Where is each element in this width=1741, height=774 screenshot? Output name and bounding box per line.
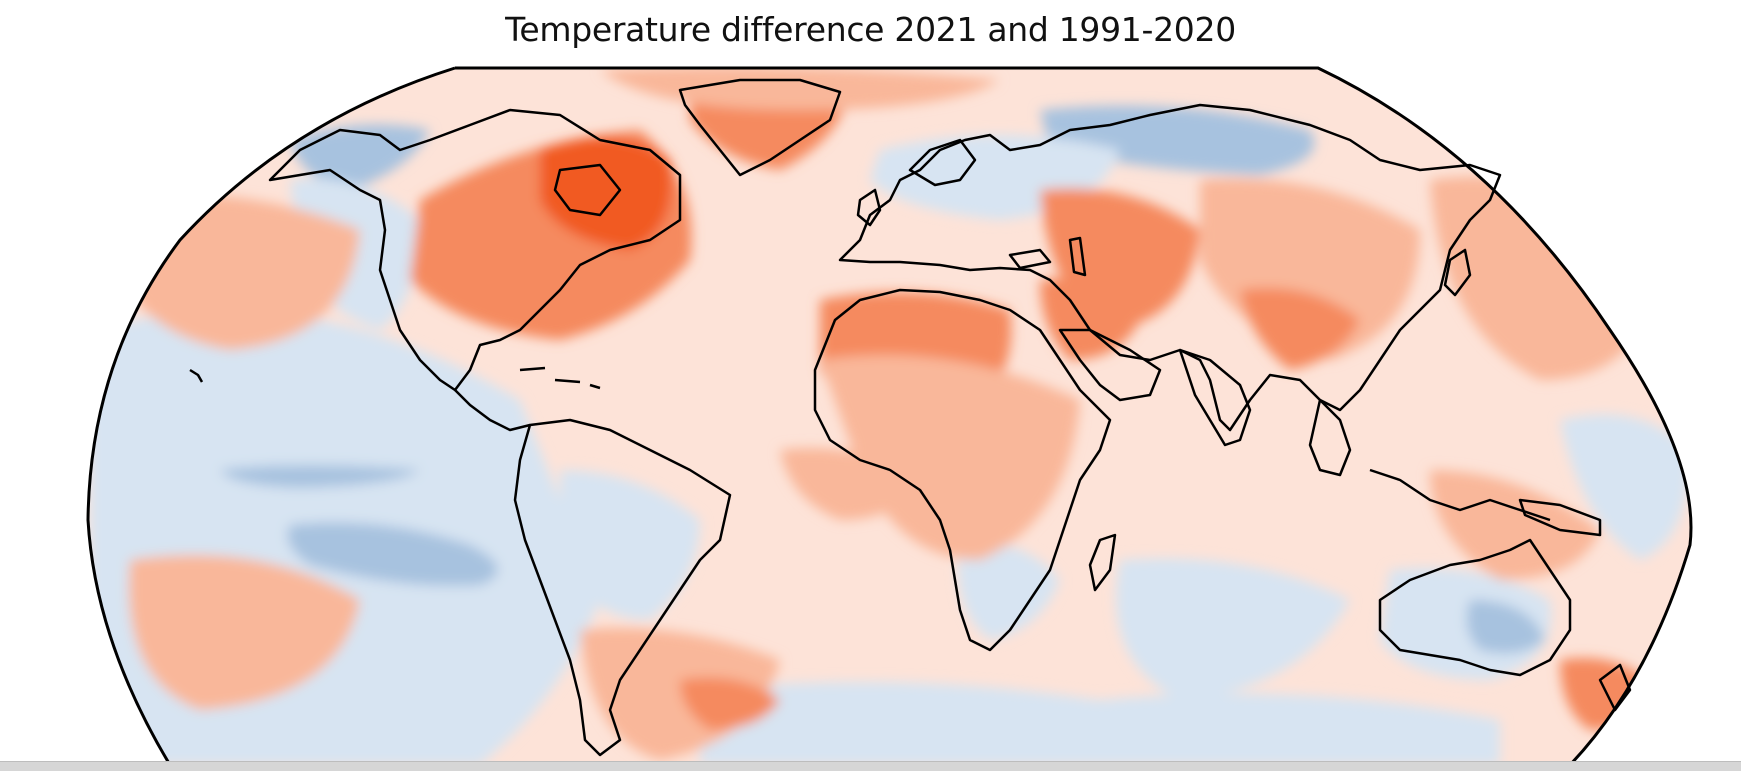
scandinavia-coast [908,138,977,187]
alaska-cool [290,124,430,190]
new-guinea-coast [1518,498,1602,537]
japan-coast [1443,248,1472,297]
north-america-coast [268,108,682,392]
arctic-warm-band [600,68,1000,110]
equatorial-pacific-cool-strip [220,465,420,488]
indonesia-mild [1430,470,1600,580]
south-atlantic-warm [680,677,780,730]
south-america-coast [513,418,732,757]
south-america-cool [560,470,700,620]
indian-ocean-cool [1116,558,1350,700]
coastlines [189,78,1632,757]
indonesia-coast [1369,468,1551,522]
madagascar-coast [1088,533,1117,592]
east-atlantic-mild [780,448,920,520]
australia-coast [1378,538,1572,677]
map-title: Temperature difference 2021 and 1991-202… [505,10,1236,49]
uk-coast [856,188,882,227]
black-sea-caspian [1008,236,1087,277]
india-coast [1178,348,1252,447]
south-pacific-mild [128,555,360,710]
europe-coast [838,103,1502,432]
greenland-coast [678,78,842,177]
canada-strong-warm [540,137,672,250]
central-america-coast [454,389,531,432]
arabia-coast [1058,328,1162,402]
caribbean-islands [519,366,601,390]
africa-coast [813,288,1112,652]
south-pacific-cool-blob [287,522,498,586]
china-warm [1240,288,1360,370]
hudson-bay-coast [553,163,622,217]
window-bottom-bar [0,761,1741,771]
new-zealand-coast [1598,663,1632,712]
southeast-asia-coast [1308,398,1352,477]
hawaii-islands [189,368,204,383]
southern-africa-cool [958,540,1060,640]
map-boundary [86,66,1693,767]
southern-ocean-cool [700,682,1500,765]
west-indian-ocean-cool [1560,414,1690,560]
australia-cool-core [1466,600,1545,654]
